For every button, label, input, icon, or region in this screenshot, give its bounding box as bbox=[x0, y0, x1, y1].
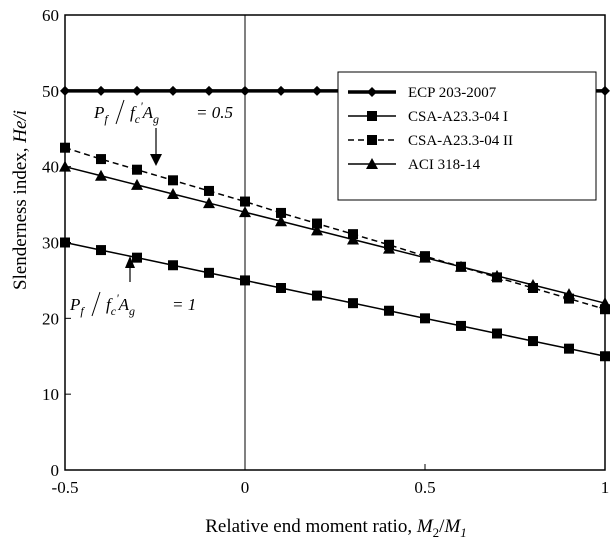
data-point bbox=[311, 224, 323, 236]
svg-text:fc'Ag: fc'Ag bbox=[130, 99, 159, 126]
data-point bbox=[599, 297, 610, 309]
svg-text:= 0.5: = 0.5 bbox=[196, 103, 233, 122]
data-point bbox=[204, 85, 214, 96]
data-point bbox=[95, 169, 107, 181]
data-point bbox=[240, 85, 250, 96]
legend-label: ECP 203-2007 bbox=[408, 85, 497, 101]
svg-text:Pf: Pf bbox=[93, 103, 109, 126]
series-aci-318-14 bbox=[59, 160, 610, 309]
y-tick-label: 30 bbox=[42, 234, 59, 253]
data-point bbox=[96, 154, 106, 165]
y-tick-label: 0 bbox=[51, 461, 60, 480]
data-point bbox=[204, 185, 214, 196]
data-point bbox=[600, 304, 610, 315]
y-tick-label: 50 bbox=[42, 82, 59, 101]
legend-label: ACI 318-14 bbox=[408, 157, 481, 173]
data-point bbox=[384, 305, 394, 316]
data-point bbox=[563, 288, 575, 300]
data-point bbox=[347, 233, 359, 245]
data-point bbox=[96, 85, 106, 96]
legend-label: CSA-A23.3-04 I bbox=[408, 109, 508, 125]
svg-text:fc'Ag: fc'Ag bbox=[106, 291, 135, 318]
data-point bbox=[276, 85, 286, 96]
data-point bbox=[419, 251, 431, 263]
legend-marker bbox=[366, 158, 378, 169]
data-point bbox=[168, 85, 178, 96]
data-point bbox=[60, 142, 70, 153]
data-point bbox=[564, 343, 574, 354]
data-point bbox=[96, 245, 106, 256]
annotation-arrow-head bbox=[150, 154, 162, 166]
data-point bbox=[312, 85, 322, 96]
annotation-load-ratio-0.5: Pf fc'Ag = 0.5 bbox=[93, 99, 233, 166]
data-point bbox=[491, 269, 503, 281]
x-tick-label: 1 bbox=[601, 478, 610, 497]
x-tick-label: 0 bbox=[241, 478, 250, 497]
series-line bbox=[64, 241, 606, 357]
y-tick-label: 10 bbox=[42, 385, 59, 404]
data-point bbox=[132, 164, 142, 175]
data-point bbox=[275, 215, 287, 227]
data-point bbox=[600, 85, 610, 96]
data-point bbox=[167, 187, 179, 199]
data-point bbox=[240, 196, 250, 207]
legend-marker bbox=[367, 111, 377, 121]
series-line bbox=[64, 165, 606, 304]
data-point bbox=[312, 218, 322, 229]
legend-entry: CSA-A23.3-04 II bbox=[348, 133, 513, 149]
x-tick-label: -0.5 bbox=[52, 478, 79, 497]
data-point bbox=[528, 336, 538, 347]
annotation-arrow-head bbox=[125, 256, 135, 268]
data-point bbox=[600, 351, 610, 362]
series-line bbox=[64, 146, 606, 310]
y-tick-label: 20 bbox=[42, 309, 59, 328]
data-point bbox=[455, 260, 467, 272]
data-point bbox=[131, 178, 143, 190]
x-tick-label: 0.5 bbox=[414, 478, 435, 497]
y-tick-label: 60 bbox=[42, 6, 59, 25]
data-point bbox=[168, 175, 178, 186]
y-axis-label: Slenderness index, He/i bbox=[10, 110, 31, 290]
data-point bbox=[132, 85, 142, 96]
legend-marker bbox=[367, 135, 377, 145]
data-point bbox=[456, 320, 466, 331]
data-point bbox=[204, 267, 214, 278]
data-point bbox=[168, 260, 178, 271]
data-point bbox=[348, 298, 358, 309]
series-csa-a23-3-04-i bbox=[60, 237, 610, 362]
legend-label: CSA-A23.3-04 II bbox=[408, 133, 513, 149]
data-point bbox=[240, 275, 250, 286]
data-point bbox=[527, 278, 539, 290]
data-point bbox=[203, 197, 215, 209]
svg-text:= 1: = 1 bbox=[172, 295, 196, 314]
y-tick-label: 40 bbox=[42, 158, 59, 177]
x-axis-label: Relative end moment ratio, M2/M1 bbox=[205, 516, 467, 540]
data-point bbox=[276, 207, 286, 218]
legend-entry: ECP 203-2007 bbox=[348, 85, 497, 101]
legend-entry: CSA-A23.3-04 I bbox=[348, 109, 508, 125]
annotation-load-ratio-1: Pf fc'Ag = 1 bbox=[69, 256, 196, 318]
legend-entry: ACI 318-14 bbox=[348, 157, 481, 173]
legend-marker bbox=[367, 87, 377, 97]
data-point bbox=[420, 313, 430, 324]
data-point bbox=[276, 283, 286, 293]
data-point bbox=[132, 252, 142, 263]
data-point bbox=[383, 242, 395, 254]
legend: ECP 203-2007 CSA-A23.3-04 I CSA-A23.3-04 I… bbox=[337, 71, 597, 201]
data-point bbox=[239, 206, 251, 218]
data-point bbox=[492, 328, 502, 339]
data-point bbox=[312, 290, 322, 301]
svg-text:Pf: Pf bbox=[69, 295, 85, 318]
